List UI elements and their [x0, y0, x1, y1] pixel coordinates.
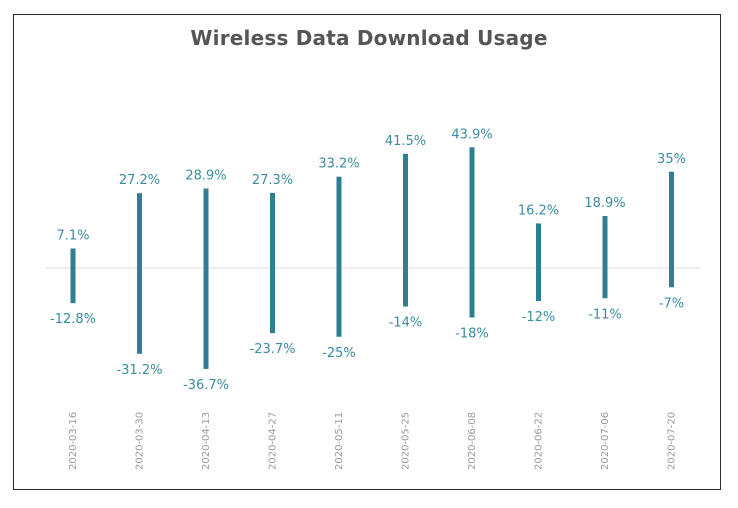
positive-value-label: 27.2%	[119, 173, 160, 188]
x-tick-label: 2020-06-22	[534, 412, 545, 470]
bar-2020-05-25	[403, 153, 408, 307]
bar-2020-07-20	[669, 171, 674, 288]
positive-value-label: 35%	[657, 152, 686, 167]
x-tick-label: 2020-06-08	[467, 412, 478, 470]
positive-value-label: 28.9%	[185, 169, 226, 184]
bar-2020-03-16	[70, 248, 76, 304]
negative-value-label: -18%	[455, 327, 489, 342]
negative-value-label: -7%	[659, 296, 684, 311]
negative-value-label: -12%	[522, 310, 556, 325]
negative-value-label: -31.2%	[117, 363, 163, 378]
bar-2020-07-06	[602, 216, 608, 299]
positive-value-label: 27.3%	[252, 173, 293, 188]
x-tick-label: 2020-07-20	[667, 412, 678, 470]
negative-value-label: -25%	[322, 346, 356, 361]
positive-value-label: 18.9%	[584, 196, 625, 211]
positive-value-label: 41.5%	[385, 134, 426, 149]
positive-value-label: 33.2%	[318, 157, 359, 172]
positive-value-label: 43.9%	[451, 127, 492, 142]
bar-2020-05-11	[336, 176, 342, 337]
bar-2020-03-30	[137, 193, 142, 354]
positive-value-label: 7.1%	[56, 228, 89, 243]
bar-2020-04-13	[203, 188, 209, 369]
x-tick-label: 2020-04-13	[201, 412, 212, 470]
x-tick-label: 2020-05-25	[401, 412, 412, 470]
negative-value-label: -14%	[389, 316, 423, 331]
bar-2020-06-22	[536, 223, 541, 301]
positive-value-label: 16.2%	[518, 203, 559, 218]
bar-2020-06-08	[469, 147, 475, 318]
bar-2020-04-27	[270, 192, 275, 334]
x-tick-label: 2020-04-27	[268, 412, 279, 470]
x-tick-label: 2020-05-11	[334, 412, 345, 470]
negative-value-label: -23.7%	[250, 342, 296, 357]
x-tick-label: 2020-03-30	[135, 412, 146, 470]
x-tick-label: 2020-03-16	[68, 412, 79, 470]
x-tick-label: 2020-07-06	[600, 412, 611, 470]
negative-value-label: -12.8%	[50, 312, 96, 327]
chart-title: Wireless Data Download Usage	[190, 26, 548, 50]
negative-value-label: -36.7%	[183, 378, 229, 393]
negative-value-label: -11%	[588, 307, 622, 322]
